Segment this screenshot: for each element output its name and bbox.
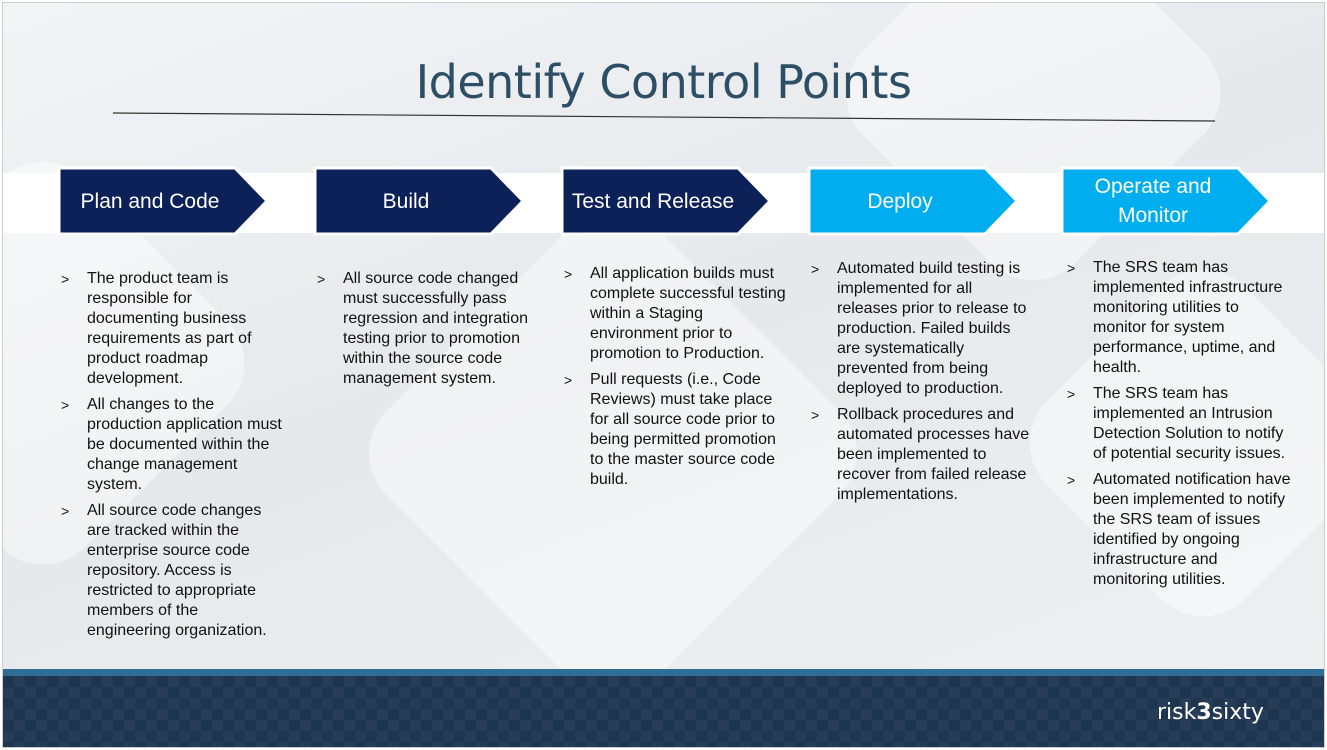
- bullet-marker-icon: >: [811, 407, 820, 423]
- bullet-item: > All source code changed must successful…: [317, 270, 529, 387]
- stage-label: Operate and Monitor: [1094, 175, 1212, 227]
- stage-details-plan-and-code: > The product team is responsible for doc…: [61, 269, 283, 647]
- chevron-shape: [807, 166, 1020, 236]
- stage-chevron-test-and-release: Test and Release: [560, 166, 774, 236]
- bullet-marker-icon: >: [1067, 472, 1076, 488]
- bullet-item: > Pull requests (i.e., Code Reviews) must…: [564, 371, 776, 488]
- stage-label: Deploy: [867, 189, 933, 213]
- bullet-item: > All changes to the production applicati…: [61, 396, 282, 493]
- bullet-marker-icon: >: [564, 266, 573, 282]
- stage-details-build: > All source code changed must successful…: [317, 269, 537, 395]
- stage-details-operate-and-monitor: > The SRS team has implemented infrastruc…: [1067, 258, 1291, 596]
- title-underline: [113, 112, 1216, 122]
- bullet-item: > The SRS team has implemented an Intrusi…: [1067, 385, 1286, 462]
- stage-chevron-operate-and-monitor: Operate and Monitor: [1060, 166, 1274, 236]
- stage-details-test-and-release: > All application builds must complete su…: [564, 264, 786, 496]
- stage-label: Test and Release: [571, 189, 735, 213]
- stage-details-deploy: > Automated build testing is implemented …: [811, 259, 1033, 511]
- page-title: Identify Control Points: [415, 55, 912, 109]
- bullet-marker-icon: >: [811, 261, 820, 277]
- stage-label: Plan and Code: [80, 189, 220, 213]
- stage-chevron-plan-and-code: Plan and Code: [57, 166, 271, 236]
- bullet-item: > All source code changes are tracked wit…: [61, 502, 267, 639]
- chevron-shape: [560, 166, 773, 236]
- bullet-item: > Automated build testing is implemented …: [811, 260, 1027, 397]
- chevron-shape: [1060, 166, 1273, 236]
- footer-pattern: [3, 676, 1324, 747]
- bullet-marker-icon: >: [317, 271, 326, 287]
- bullet-marker-icon: >: [61, 503, 70, 519]
- chevron-shape: [57, 166, 270, 236]
- bullet-item: > Rollback procedures and automated proce…: [811, 406, 1030, 503]
- stage-chevron-build: Build: [313, 166, 527, 236]
- bullet-marker-icon: >: [1067, 260, 1076, 276]
- bullet-marker-icon: >: [564, 372, 573, 388]
- bullet-item: > The SRS team has implemented infrastruc…: [1067, 259, 1283, 376]
- footer-accent-line: [3, 669, 1324, 676]
- bullet-item: > All application builds must complete su…: [564, 265, 786, 362]
- bullet-item: > Automated notification have been implem…: [1067, 471, 1291, 588]
- footer-bar: [3, 669, 1324, 747]
- stage-chevron-deploy: Deploy: [807, 166, 1021, 236]
- bullet-marker-icon: >: [61, 271, 70, 287]
- slide: Identify Control Points Plan and Code Bu…: [3, 3, 1324, 747]
- stage-label: Build: [382, 189, 430, 213]
- bullet-item: > The product team is responsible for doc…: [61, 270, 252, 387]
- company-logo: risk3sixty: [1157, 700, 1264, 725]
- chevron-shape: [313, 166, 526, 236]
- bullet-marker-icon: >: [1067, 386, 1076, 402]
- bullet-marker-icon: >: [61, 397, 70, 413]
